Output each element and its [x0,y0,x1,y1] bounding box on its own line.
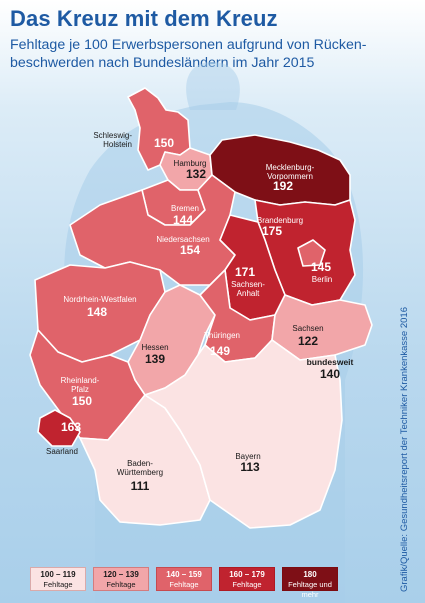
region-berlin [297,239,326,267]
legend-range: 140 – 159 [166,570,202,579]
legend-unit: Fehltage [106,580,136,589]
legend-range: 180 [303,570,317,579]
legend-item: 140 – 159 Fehltage [156,567,212,591]
page-subtitle: Fehltage je 100 Erwerbspersonen aufgrund… [10,37,367,71]
value-berlin: 145 [311,260,331,274]
legend-item: 160 – 179 Fehltage [219,567,275,591]
value-bremen: 144 [173,213,193,227]
label-schleswig-holstein: Schleswig-Holstein [93,131,132,149]
value-rheinland-pfalz: 150 [72,394,92,408]
label-saarland: Saarland [46,447,78,456]
legend-item: 100 – 119 Fehltage [30,567,86,591]
region-saarland [37,409,81,447]
national-label: bundesweit [307,357,354,367]
value-sachsen: 122 [298,334,318,348]
legend: 100 – 119 Fehltage 120 – 139 Fehltage 140 – … [30,567,338,599]
value-schleswig-holstein: 150 [154,136,174,150]
value-thueringen: 149 [210,344,230,358]
label-hamburg: Hamburg [174,159,207,168]
label-rheinland-pfalz: Rheinland-Pfalz [61,376,100,394]
label-mecklenburg-vorpommern: Mecklenburg-Vorpommern [266,163,315,181]
label-niedersachsen: Niedersachsen [156,235,209,244]
value-saarland: 163 [61,420,81,434]
label-baden-wuerttemberg: Baden-Württemberg [117,459,163,477]
label-sachsen-anhalt: Sachsen-Anhalt [231,280,265,298]
legend-item: 180 Fehltage und mehr [282,567,338,599]
value-hessen: 139 [145,352,165,366]
legend-range: 160 – 179 [229,570,265,579]
label-thueringen: Thüringen [204,331,240,340]
value-hamburg: 132 [186,167,206,181]
legend-unit: Fehltage [232,580,262,589]
label-nordrhein-westfalen: Nordrhein-Westfalen [63,295,136,304]
legend-range: 100 – 119 [40,570,76,579]
legend-item: 120 – 139 Fehltage [93,567,149,591]
legend-unit: Fehltage [169,580,199,589]
head-silhouette [186,62,240,110]
label-hessen: Hessen [141,343,168,352]
value-baden-wuerttemberg: 111 [131,479,150,493]
region-bayern [144,339,343,529]
value-niedersachsen: 154 [180,243,200,257]
value-bayern: 113 [240,460,260,474]
legend-range: 120 – 139 [103,570,139,579]
label-bremen: Bremen [171,204,199,213]
value-sachsen-anhalt: 171 [235,265,255,279]
label-bayern: Bayern [235,452,260,461]
label-berlin: Berlin [312,275,332,284]
label-sachsen: Sachsen [292,324,323,333]
page-title: Das Kreuz mit dem Kreuz [10,6,278,31]
label-brandenburg: Brandenburg [257,216,303,225]
source-note: Grafik/Quelle: Gesundheitsreport der Tec… [399,307,410,592]
value-mecklenburg-vorpommern: 192 [273,179,293,193]
value-brandenburg: 175 [262,224,282,238]
legend-unit: Fehltage [43,580,73,589]
legend-unit: Fehltage und mehr [288,580,332,599]
national-value: 140 [320,367,340,381]
value-nordrhein-westfalen: 148 [87,305,107,319]
